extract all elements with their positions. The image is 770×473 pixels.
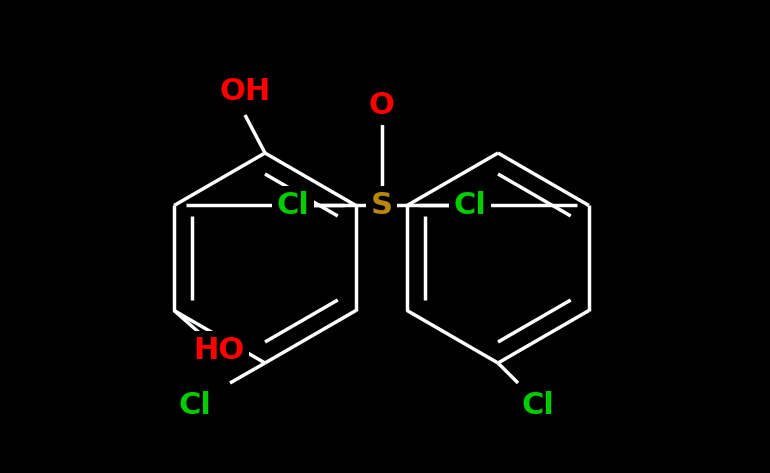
Text: HO: HO bbox=[193, 336, 245, 365]
Text: Cl: Cl bbox=[179, 391, 212, 420]
Text: Cl: Cl bbox=[521, 391, 554, 420]
Text: S: S bbox=[370, 191, 393, 220]
Text: Cl: Cl bbox=[454, 191, 487, 220]
Text: O: O bbox=[369, 91, 394, 120]
Text: OH: OH bbox=[219, 77, 270, 105]
Text: Cl: Cl bbox=[276, 191, 310, 220]
